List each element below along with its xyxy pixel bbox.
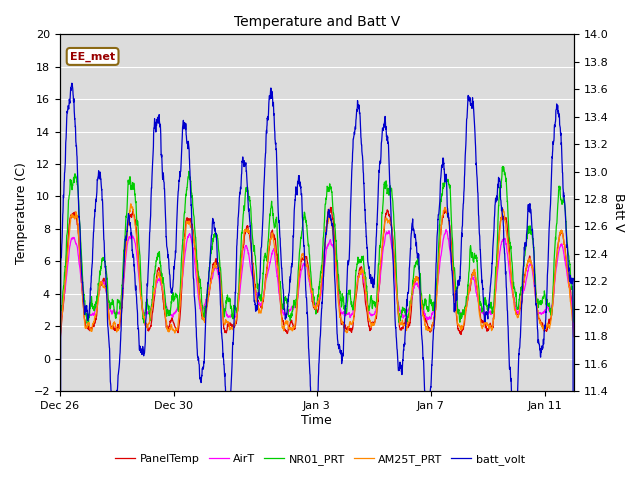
AM25T_PRT (243, 228, 250, 234)
NR01_PRT (570, 319, 577, 325)
AirT (243, 243, 250, 249)
PanelTemp (106, 317, 113, 323)
Legend: PanelTemp, AirT, NR01_PRT, AM25T_PRT, batt_volt: PanelTemp, AirT, NR01_PRT, AM25T_PRT, ba… (111, 450, 529, 469)
AirT (570, 328, 577, 334)
PanelTemp (326, 204, 334, 210)
NR01_PRT (137, 271, 145, 277)
PanelTemp (333, 266, 340, 272)
batt_volt (170, 264, 178, 269)
PanelTemp (170, 320, 177, 325)
PanelTemp (137, 288, 145, 294)
NR01_PRT (504, 198, 511, 204)
Y-axis label: Temperature (C): Temperature (C) (15, 162, 28, 264)
Line: PanelTemp: PanelTemp (60, 207, 573, 343)
PanelTemp (504, 226, 511, 232)
Text: EE_met: EE_met (70, 51, 115, 61)
Line: AM25T_PRT: AM25T_PRT (60, 204, 573, 344)
AM25T_PRT (570, 334, 577, 340)
Line: AirT: AirT (60, 229, 573, 335)
AM25T_PRT (333, 275, 340, 281)
AirT (504, 251, 511, 257)
AirT (106, 306, 113, 312)
NR01_PRT (243, 184, 250, 190)
NR01_PRT (170, 298, 177, 304)
batt_volt (243, 168, 250, 174)
AirT (137, 290, 145, 296)
AirT (442, 227, 450, 232)
AirT (56, 332, 63, 338)
AM25T_PRT (170, 328, 178, 334)
PanelTemp (56, 340, 63, 346)
AM25T_PRT (56, 341, 63, 347)
batt_volt (137, 349, 145, 355)
AirT (170, 311, 177, 316)
batt_volt (333, 324, 340, 330)
AM25T_PRT (127, 201, 134, 207)
Line: batt_volt: batt_volt (60, 83, 573, 480)
AirT (333, 276, 340, 281)
PanelTemp (243, 227, 250, 232)
Y-axis label: Batt V: Batt V (612, 193, 625, 232)
NR01_PRT (499, 164, 507, 169)
batt_volt (106, 355, 114, 361)
batt_volt (504, 308, 511, 314)
X-axis label: Time: Time (301, 414, 332, 427)
Title: Temperature and Batt V: Temperature and Batt V (234, 15, 400, 29)
batt_volt (68, 80, 76, 86)
NR01_PRT (56, 330, 63, 336)
Line: NR01_PRT: NR01_PRT (60, 167, 573, 333)
AM25T_PRT (137, 293, 145, 299)
NR01_PRT (106, 304, 113, 310)
AM25T_PRT (106, 321, 113, 326)
NR01_PRT (333, 252, 340, 258)
PanelTemp (570, 329, 577, 335)
AM25T_PRT (504, 236, 511, 242)
